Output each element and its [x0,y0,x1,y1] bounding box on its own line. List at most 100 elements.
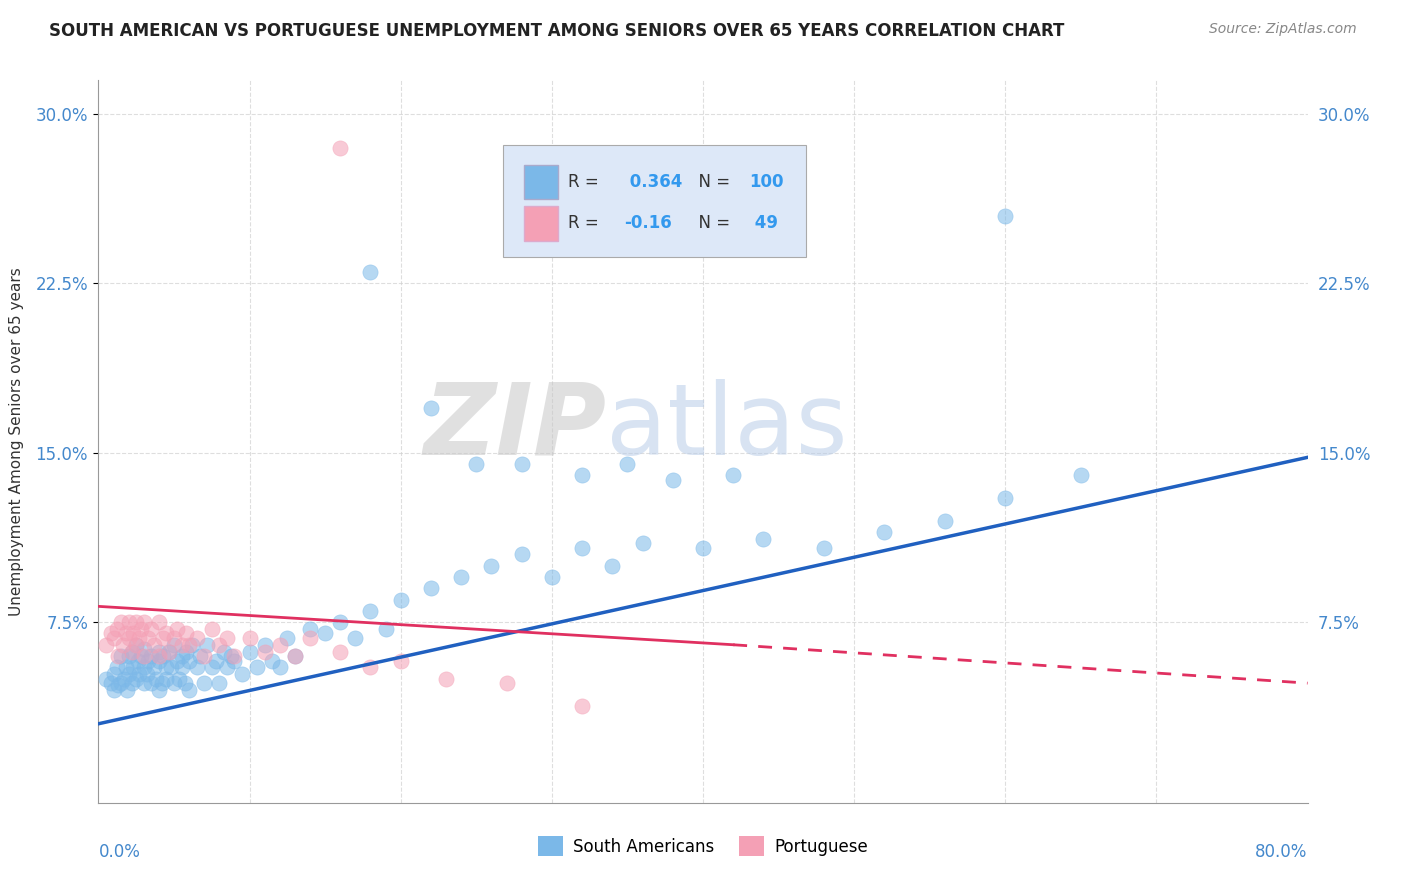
Point [103,631,125,645]
Point [631,536,654,550]
Point [193,676,215,690]
Point [155,672,177,686]
Legend: South Americans, Portuguese: South Americans, Portuguese [531,830,875,863]
Point [159,644,181,658]
Text: 80.0%: 80.0% [1256,844,1308,862]
Point [208,676,231,690]
Point [186,631,208,645]
Point [510,457,533,471]
Point [389,592,412,607]
Point [752,532,775,546]
Point [163,638,186,652]
Point [107,648,129,663]
Point [224,654,246,668]
Point [616,457,638,471]
Point [105,660,128,674]
Point [110,648,132,663]
Point [112,672,135,686]
Point [284,648,307,663]
Point [253,644,276,658]
FancyBboxPatch shape [503,145,806,257]
Point [110,676,132,690]
Point [246,660,269,674]
Point [813,541,835,555]
Text: -0.16: -0.16 [624,214,672,232]
Point [155,660,177,674]
Point [94,638,117,652]
Y-axis label: Unemployment Among Seniors over 65 years: Unemployment Among Seniors over 65 years [10,268,24,615]
Point [602,558,624,573]
Point [167,672,190,686]
Point [205,654,228,668]
Point [118,648,141,663]
Text: ZIP: ZIP [423,378,606,475]
Point [181,638,204,652]
Point [155,626,177,640]
Text: N =: N = [689,173,735,191]
Point [163,631,186,645]
Point [239,644,262,658]
Point [495,676,517,690]
Point [360,604,382,618]
Point [434,672,457,686]
Point [934,514,956,528]
Point [132,615,155,630]
Text: N =: N = [689,214,735,232]
Point [239,631,262,645]
Point [136,631,159,645]
Point [179,638,201,652]
Point [994,491,1017,505]
Point [159,644,181,658]
Point [450,570,472,584]
Point [115,682,138,697]
Point [540,570,562,584]
Point [389,654,412,668]
Point [145,672,167,686]
Point [143,660,166,674]
Point [125,638,148,652]
Bar [524,165,558,200]
Point [166,654,188,668]
Point [105,622,128,636]
Point [174,626,197,640]
Point [114,660,136,674]
Text: atlas: atlas [606,378,848,475]
Point [208,638,231,652]
Point [344,631,367,645]
Point [163,676,186,690]
Point [150,676,173,690]
Point [122,660,145,674]
Point [100,626,122,640]
Point [873,524,896,539]
Point [94,672,117,686]
Point [110,615,132,630]
Point [125,638,148,652]
Point [121,644,143,658]
Point [170,648,193,663]
Point [111,638,134,652]
Point [284,648,307,663]
Point [152,648,174,663]
Point [571,541,593,555]
Point [141,648,163,663]
Point [231,667,253,681]
Point [224,648,246,663]
Point [118,667,141,681]
Point [269,660,291,674]
Point [465,457,488,471]
Point [1070,468,1092,483]
Point [132,676,155,690]
Text: R =: R = [568,214,603,232]
Point [121,676,143,690]
Point [420,582,443,596]
Point [329,644,352,658]
Point [125,615,148,630]
Point [299,622,322,636]
Point [420,401,443,415]
Text: SOUTH AMERICAN VS PORTUGUESE UNEMPLOYMENT AMONG SENIORS OVER 65 YEARS CORRELATIO: SOUTH AMERICAN VS PORTUGUESE UNEMPLOYMEN… [49,22,1064,40]
Point [143,638,166,652]
Point [193,648,215,663]
Bar [524,206,558,241]
Point [118,615,141,630]
Point [215,660,238,674]
